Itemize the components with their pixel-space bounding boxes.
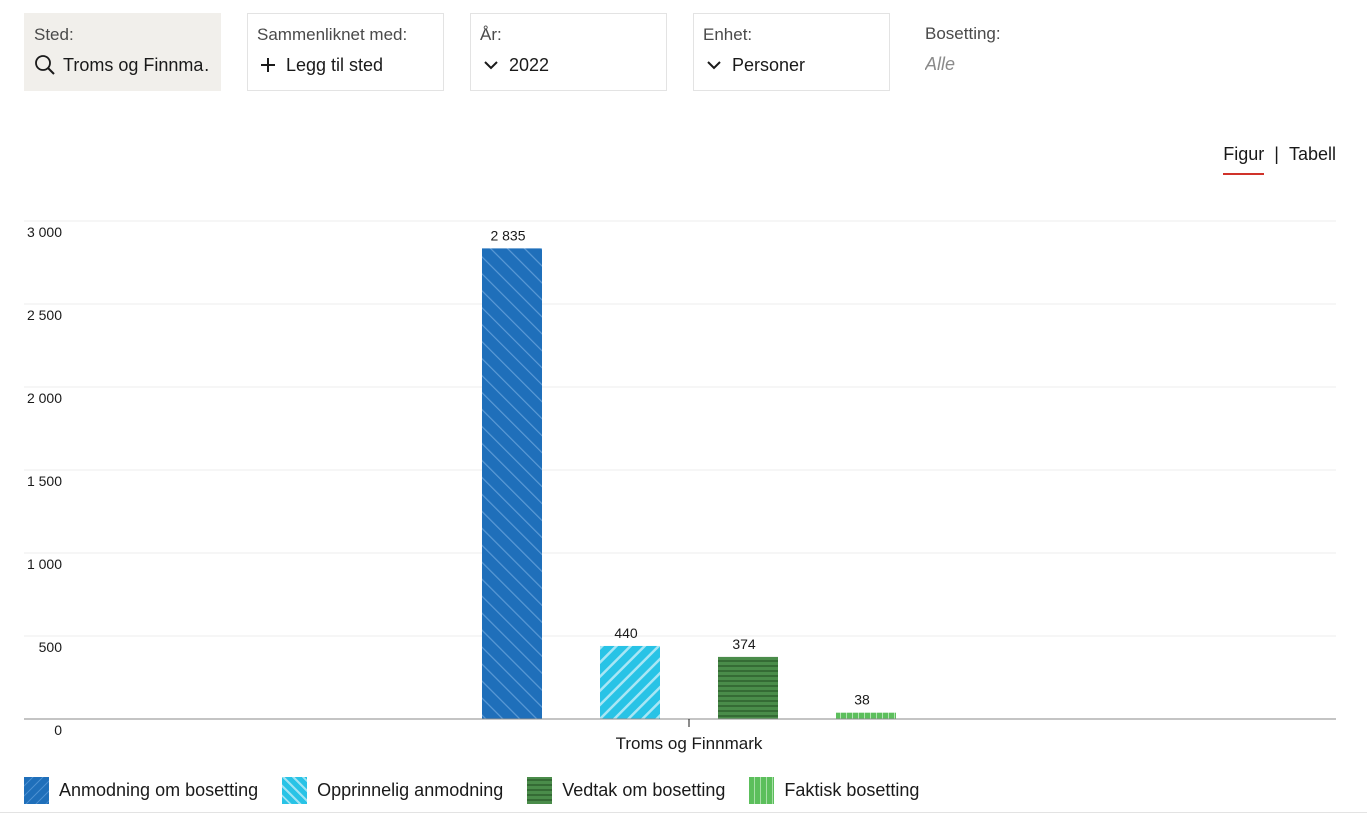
bar-chart: 0 500 1 000 1 500 2 000 2 500 3 000 2 835 440 37… (24, 220, 1336, 753)
x-tick-label: Troms og Finnmark (616, 734, 763, 753)
filter-sted-label: Sted: (34, 25, 74, 44)
y-tick-label: 0 (54, 722, 62, 738)
data-label: 38 (854, 692, 870, 708)
legend-item[interactable]: Opprinnelig anmodning (282, 777, 503, 804)
bar (482, 248, 542, 719)
add-place-label: Legg til sted (286, 55, 384, 75)
x-axis: Troms og Finnmark (24, 718, 1336, 753)
filter-sammenliknet-label: Sammenliknet med: (257, 25, 408, 44)
filter-bosetting: Bosetting: Alle (916, 13, 1113, 91)
legend-swatch (749, 777, 775, 804)
data-label: 374 (732, 636, 756, 652)
legend-label: Opprinnelig anmodning (317, 780, 504, 800)
filter-enhet[interactable]: Enhet: Personer (693, 13, 890, 91)
plus-icon (257, 54, 279, 76)
view-toggle: Figur | Tabell (1223, 144, 1336, 175)
filter-enhet-label: Enhet: (703, 25, 753, 44)
legend-item[interactable]: Anmodning om bosetting (24, 777, 258, 804)
year-select[interactable]: 2022 (480, 54, 657, 76)
y-axis: 0 500 1 000 1 500 2 000 2 500 3 000 (27, 224, 62, 738)
chevron-down-icon (480, 54, 502, 76)
bar (600, 645, 660, 719)
tab-tabell[interactable]: Tabell (1288, 144, 1336, 164)
legend-item[interactable]: Vedtak om bosetting (527, 777, 725, 804)
data-labels: 2 835 440 374 38 (490, 227, 870, 707)
legend-swatch (24, 777, 49, 804)
y-tick-label: 2 500 (27, 307, 62, 323)
tab-figur[interactable]: Figur (1223, 144, 1265, 175)
legend: Anmodning om bosetting Opprinnelig anmod… (24, 777, 919, 804)
filter-sted-text: Troms og Finnma… (63, 55, 211, 75)
data-label: 440 (614, 625, 638, 641)
filter-sted-value[interactable]: Troms og Finnma… (34, 54, 211, 76)
filter-aar[interactable]: År: 2022 (470, 13, 667, 91)
grid (24, 220, 1336, 637)
tab-separator: | (1274, 144, 1279, 164)
search-icon (34, 54, 56, 76)
y-tick-label: 3 000 (27, 224, 62, 240)
chevron-down-icon (703, 54, 725, 76)
bar (718, 656, 778, 719)
y-tick-label: 1 000 (27, 556, 62, 572)
data-label: 2 835 (490, 227, 525, 243)
y-tick-label: 1 500 (27, 473, 62, 489)
bar (836, 712, 896, 719)
add-place-button[interactable]: Legg til sted (257, 54, 434, 76)
divider (0, 812, 1367, 813)
year-value: 2022 (509, 55, 550, 75)
filter-bosetting-label: Bosetting: (925, 24, 1001, 43)
y-tick-label: 500 (39, 639, 63, 655)
unit-value: Personer (732, 55, 806, 75)
legend-swatch (282, 777, 308, 804)
legend-item[interactable]: Faktisk bosetting (749, 777, 919, 804)
filter-bosetting-value: Alle (925, 54, 956, 74)
filter-sted[interactable]: Sted: Troms og Finnma… (24, 13, 221, 91)
bars (482, 248, 896, 719)
y-tick-label: 2 000 (27, 390, 62, 406)
filter-sammenliknet[interactable]: Sammenliknet med: Legg til sted (247, 13, 444, 91)
legend-label: Vedtak om bosetting (562, 780, 726, 800)
legend-swatch (527, 777, 553, 804)
filter-aar-label: År: (480, 25, 502, 44)
legend-label: Faktisk bosetting (784, 780, 920, 800)
unit-select[interactable]: Personer (703, 54, 880, 76)
legend-label: Anmodning om bosetting (59, 780, 259, 800)
